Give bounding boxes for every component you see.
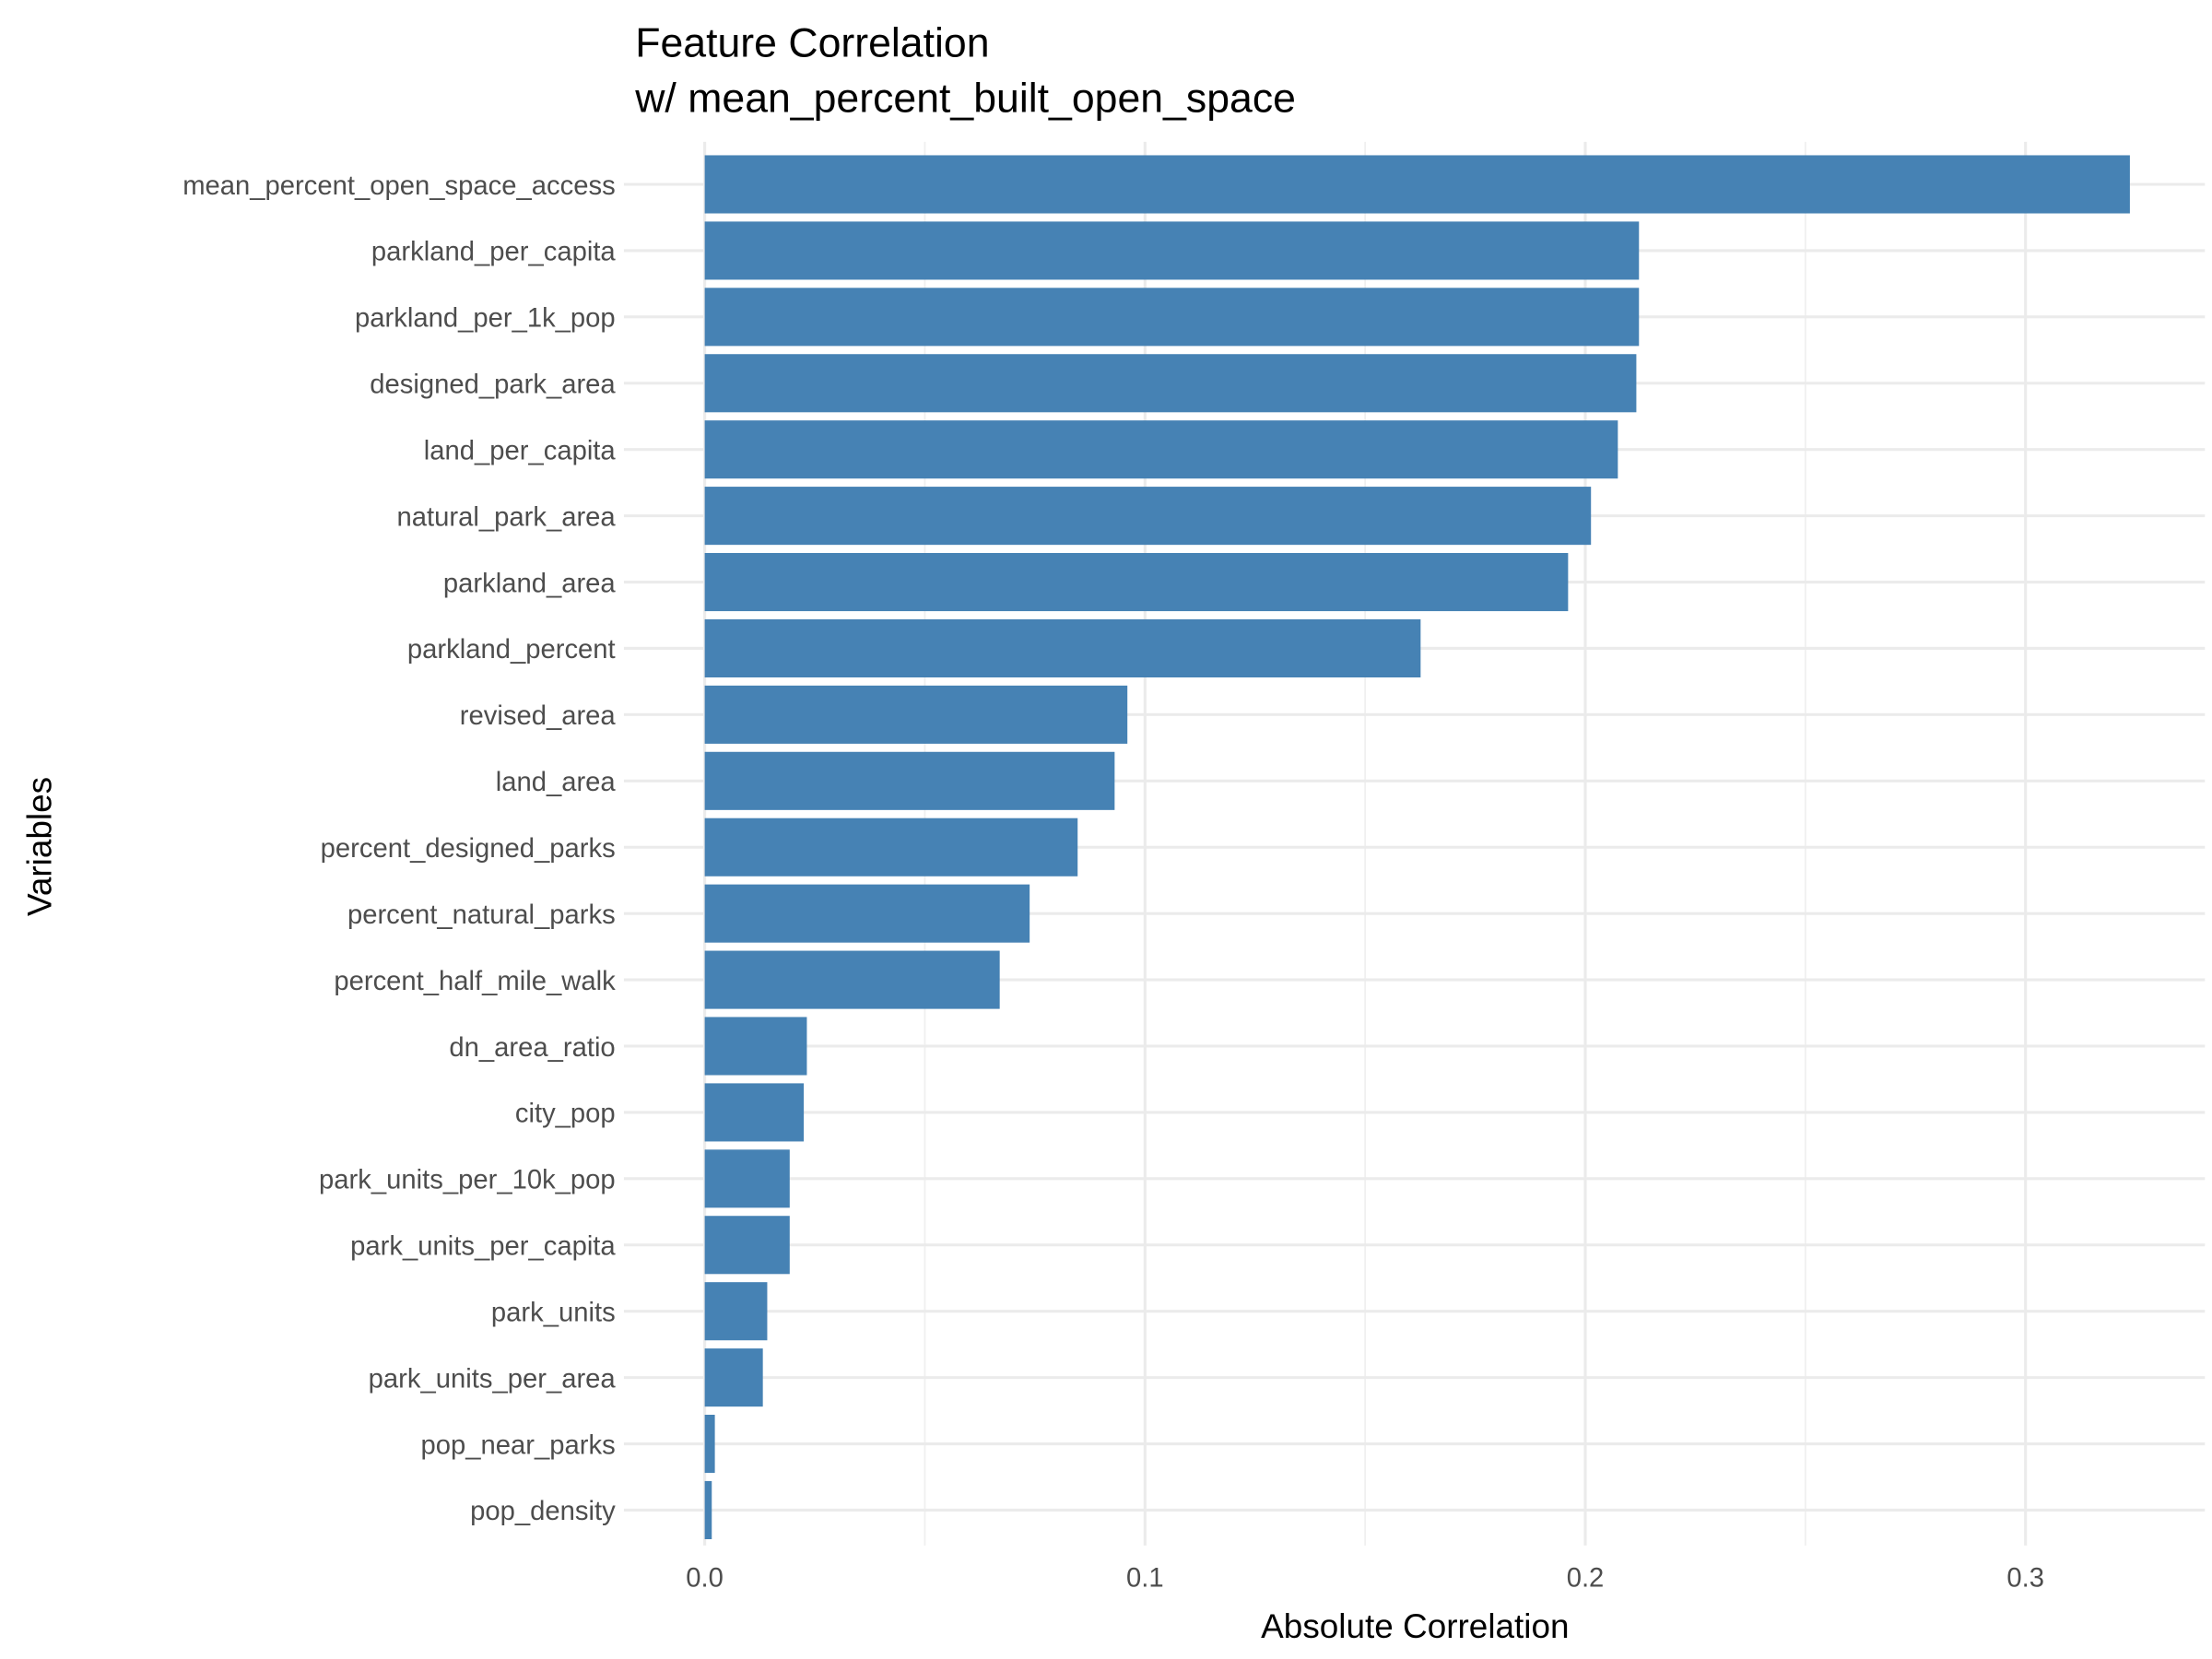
x-tick-labels: 0.0 0.1 0.2 0.3	[686, 1564, 2044, 1594]
x-axis-label: Absolute Correlation	[1261, 1607, 1569, 1645]
bar-mean_percent_open_space_access	[704, 155, 2130, 214]
y-tick-label: pop_near_parks	[421, 1430, 616, 1460]
x-tick-label: 0.3	[2006, 1564, 2044, 1594]
y-tick-label: parkland_area	[443, 569, 617, 598]
bar-dn_area_ratio	[704, 1017, 807, 1076]
y-tick-label: natural_park_area	[397, 502, 617, 532]
bar-parkland_per_1k_pop	[704, 288, 1640, 347]
y-tick-label: parkland_per_capita	[371, 238, 617, 267]
bar-natural_park_area	[704, 487, 1592, 546]
y-tick-labels: mean_percent_open_space_access parkland_p…	[182, 171, 616, 1526]
bar-land_area	[704, 751, 1115, 810]
bar-park_units_per_10k_pop	[704, 1149, 790, 1208]
chart-subtitle: w/ mean_percent_built_open_space	[634, 76, 1296, 122]
y-tick-label: land_per_capita	[424, 436, 617, 465]
x-tick-label: 0.2	[1567, 1564, 1605, 1594]
chart-title: Feature Correlation	[635, 21, 989, 66]
bar-park_units_per_area	[704, 1348, 763, 1407]
y-tick-label: mean_percent_open_space_access	[182, 171, 615, 201]
bars	[704, 155, 2130, 1539]
y-tick-label: designed_park_area	[370, 371, 616, 400]
bar-percent_half_mile_walk	[704, 950, 1000, 1009]
y-tick-label: percent_half_mile_walk	[334, 967, 616, 996]
y-tick-label: parkland_percent	[407, 635, 616, 665]
x-tick-label: 0.0	[686, 1564, 724, 1594]
y-tick-label: dn_area_ratio	[449, 1033, 615, 1063]
y-tick-label: percent_designed_parks	[321, 834, 616, 864]
y-tick-label: revised_area	[460, 701, 617, 731]
bar-pop_near_parks	[704, 1415, 715, 1474]
bar-city_pop	[704, 1083, 805, 1142]
bar-revised_area	[704, 685, 1128, 744]
bar-parkland_per_capita	[704, 221, 1640, 280]
x-tick-label: 0.1	[1126, 1564, 1164, 1594]
y-tick-label: park_units	[491, 1298, 616, 1327]
y-tick-label: pop_density	[470, 1497, 616, 1526]
y-tick-label: park_units_per_10k_pop	[319, 1166, 616, 1195]
bar-percent_natural_parks	[704, 884, 1030, 943]
y-tick-label: parkland_per_1k_pop	[355, 304, 616, 334]
y-tick-label: park_units_per_capita	[350, 1232, 616, 1262]
y-tick-label: land_area	[496, 768, 617, 797]
bar-park_units	[704, 1282, 768, 1341]
bar-parkland_percent	[704, 618, 1421, 677]
bar-designed_park_area	[704, 354, 1637, 413]
bar-land_per_capita	[704, 420, 1618, 479]
bar-percent_designed_parks	[704, 818, 1078, 877]
y-tick-label: park_units_per_area	[369, 1364, 617, 1394]
bar-park_units_per_capita	[704, 1216, 790, 1275]
y-tick-label: city_pop	[515, 1100, 616, 1129]
bar-parkland_area	[704, 553, 1569, 612]
y-tick-label: percent_natural_parks	[347, 900, 616, 930]
y-axis-label: Variables	[20, 777, 58, 916]
bar-pop_density	[704, 1480, 712, 1539]
